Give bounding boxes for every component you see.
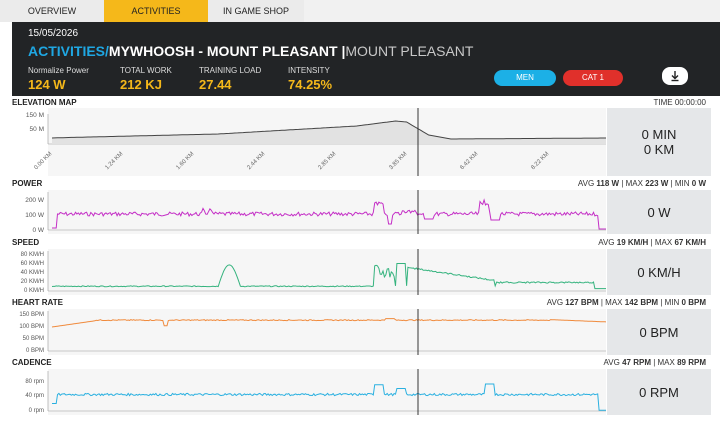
cadence-panel: 0 RPM bbox=[607, 369, 711, 415]
elevation-chart[interactable]: 150 M 50 M 0.00 KM 1.24 KM 1.60 KM 2.44 KM 2… bbox=[12, 108, 606, 176]
avg-value: 127 BPM bbox=[565, 298, 599, 307]
max-label: MAX bbox=[605, 298, 623, 307]
y-tick-label: 80 rpm bbox=[25, 379, 44, 385]
cadence-line bbox=[52, 383, 606, 411]
cat-button[interactable]: CAT 1 bbox=[563, 70, 623, 86]
avg-value: 118 W bbox=[596, 179, 620, 188]
heart-rate-chart[interactable]: 150 BPM 100 BPM 50 BPM 0 BPM bbox=[12, 309, 606, 355]
power-stats: AVG 118 W | MAX 223 W | MIN 0 W bbox=[577, 179, 706, 188]
min-value: 0 BPM bbox=[681, 298, 706, 307]
avg-label: AVG bbox=[603, 358, 620, 367]
tab-in-game-shop[interactable]: IN GAME SHOP bbox=[208, 0, 304, 22]
power-title: POWER bbox=[12, 179, 43, 188]
speed-line bbox=[51, 263, 606, 290]
heart-rate-stats: AVG 127 BPM | MAX 142 BPM | MIN 0 BPM bbox=[546, 298, 706, 307]
y-tick-label: 150 BPM bbox=[19, 312, 44, 318]
y-tick-label: 50 BPM bbox=[23, 336, 44, 342]
avg-value: 19 KM/H bbox=[616, 238, 649, 247]
y-tick-label: 40 rpm bbox=[25, 393, 44, 399]
stat-value: 74.25% bbox=[288, 77, 333, 92]
y-tick-label: 80 KM/H bbox=[21, 252, 44, 258]
power-line bbox=[52, 198, 606, 230]
elevation-panel: 0 MIN 0 KM bbox=[607, 108, 711, 176]
y-tick-label: 100 BPM bbox=[19, 324, 44, 330]
y-tick-label: 0 BPM bbox=[26, 348, 44, 354]
plot-background bbox=[48, 190, 606, 234]
tab-bar: OVERVIEW ACTIVITIES IN GAME SHOP bbox=[0, 0, 720, 22]
stat-label: TRAINING LOAD bbox=[199, 66, 262, 75]
max-value: 67 KM/H bbox=[674, 238, 706, 247]
min-label: MIN bbox=[674, 179, 690, 188]
stat-label: Normalize Power bbox=[28, 66, 89, 75]
avg-label: AVG bbox=[598, 238, 615, 247]
speed-title: SPEED bbox=[12, 238, 40, 247]
avg-label: AVG bbox=[546, 298, 564, 307]
heart-rate-line bbox=[51, 318, 606, 328]
max-label: MAX bbox=[625, 179, 643, 188]
download-icon bbox=[671, 71, 679, 82]
stat-label: TOTAL WORK bbox=[120, 66, 172, 75]
speed-chart[interactable]: 80 KM/H 60 KM/H 40 KM/H 20 KM/H 0 KM/H bbox=[12, 249, 606, 295]
y-tick-label: 150 M bbox=[26, 112, 44, 119]
y-tick-label: 0 W bbox=[32, 227, 44, 234]
stat-total-work: TOTAL WORK 212 KJ bbox=[120, 66, 172, 92]
power-panel: 0 W bbox=[607, 190, 711, 234]
plot-background bbox=[48, 249, 606, 295]
y-tick-label: 40 KM/H bbox=[21, 270, 44, 276]
cadence-chart[interactable]: 80 rpm 40 rpm 0 rpm bbox=[12, 369, 606, 415]
heart-rate-panel: 0 BPM bbox=[607, 309, 711, 355]
activity-name: MYWHOOSH - MOUNT PLEASANT bbox=[108, 43, 338, 59]
y-tick-label: 0 rpm bbox=[29, 408, 44, 414]
cadence-title: CADENCE bbox=[12, 358, 52, 367]
stat-training-load: TRAINING LOAD 27.44 bbox=[199, 66, 261, 92]
stat-normalize-power: Normalize Power 124 W bbox=[28, 66, 89, 92]
y-tick-label: 60 KM/H bbox=[21, 261, 44, 267]
max-label: MAX bbox=[654, 238, 673, 247]
breadcrumb-activities[interactable]: ACTIVITIES/ bbox=[28, 43, 109, 59]
activity-date: 15/05/2026 bbox=[28, 28, 79, 39]
avg-value: 47 RPM bbox=[622, 358, 651, 367]
avg-label: AVG bbox=[577, 179, 595, 188]
max-label: MAX bbox=[657, 358, 675, 367]
stat-value: 124 W bbox=[28, 77, 66, 92]
plot-background bbox=[48, 369, 606, 415]
min-value: 0 W bbox=[691, 179, 706, 188]
cadence-stats: AVG 47 RPM | MAX 89 RPM bbox=[603, 358, 706, 367]
y-tick-label: 200 W bbox=[25, 197, 45, 204]
elapsed-time: 0 MIN bbox=[641, 127, 677, 142]
heart-rate-title: HEART RATE bbox=[12, 298, 63, 307]
elapsed-distance: 0 KM bbox=[643, 142, 675, 157]
route-name: MOUNT PLEASANT bbox=[345, 43, 474, 59]
title-separator: | bbox=[337, 43, 346, 59]
plot-background bbox=[48, 309, 606, 355]
speed-stats: AVG 19 KM/H | MAX 67 KM/H bbox=[598, 238, 706, 247]
min-label: MIN bbox=[664, 298, 680, 307]
elevation-area bbox=[52, 121, 606, 144]
max-value: 142 BPM bbox=[624, 298, 659, 307]
elevation-line bbox=[51, 120, 606, 140]
power-chart[interactable]: 200 W 100 W 0 W bbox=[12, 190, 606, 234]
y-tick-label: 20 KM/H bbox=[21, 279, 44, 285]
stat-value: 27.44 bbox=[199, 77, 232, 92]
page-title: ACTIVITIES/MYWHOOSH - MOUNT PLEASANT |MO… bbox=[28, 43, 473, 59]
men-button[interactable]: MEN bbox=[494, 70, 556, 86]
stat-intensity: INTENSITY 74.25% bbox=[288, 66, 332, 92]
tab-activities[interactable]: ACTIVITIES bbox=[104, 0, 208, 22]
activity-header: 15/05/2026 ACTIVITIES/MYWHOOSH - MOUNT P… bbox=[12, 22, 720, 96]
stat-label: INTENSITY bbox=[288, 66, 330, 75]
speed-panel: 0 KM/H bbox=[607, 249, 711, 295]
stat-value: 212 KJ bbox=[120, 77, 162, 92]
y-tick-label: 0 KM/H bbox=[24, 288, 44, 294]
elevation-time: TIME 00:00:00 bbox=[653, 98, 706, 107]
max-value: 223 W bbox=[645, 179, 669, 188]
download-button[interactable] bbox=[662, 67, 688, 85]
y-tick-label: 50 M bbox=[30, 126, 44, 133]
max-value: 89 RPM bbox=[677, 358, 706, 367]
tab-overview[interactable]: OVERVIEW bbox=[0, 0, 104, 22]
y-tick-label: 100 W bbox=[25, 212, 45, 219]
elevation-title: ELEVATION MAP bbox=[12, 98, 77, 107]
